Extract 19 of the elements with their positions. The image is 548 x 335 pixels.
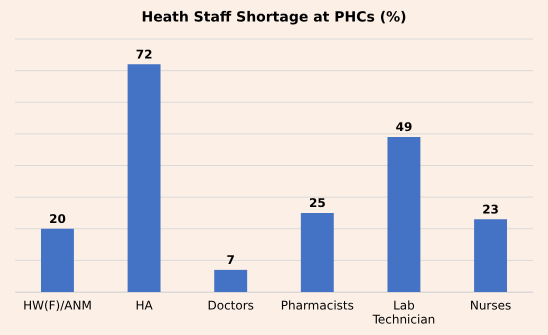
data-label: 7 [226, 252, 235, 267]
x-tick-label: HW(F)/ANM [23, 298, 92, 312]
x-tick-label: HA [135, 298, 154, 312]
bar [40, 228, 74, 292]
data-label: 72 [136, 47, 152, 62]
data-label: 23 [482, 202, 499, 216]
data-label: 25 [308, 196, 326, 210]
data-label: 49 [396, 120, 412, 134]
bar [474, 219, 508, 292]
bar [214, 270, 248, 292]
data-label: 20 [49, 212, 66, 226]
chart-title: Heath Staff Shortage at PHCs (%) [141, 10, 407, 26]
x-tick-label: Nurses [470, 298, 512, 312]
bar [387, 137, 420, 292]
bar [128, 64, 161, 292]
x-tick-label: Pharmacists [280, 298, 354, 312]
bar [300, 212, 334, 292]
x-tick-label: Lab Technician [372, 298, 436, 326]
x-tick-label: Doctors [207, 298, 254, 312]
